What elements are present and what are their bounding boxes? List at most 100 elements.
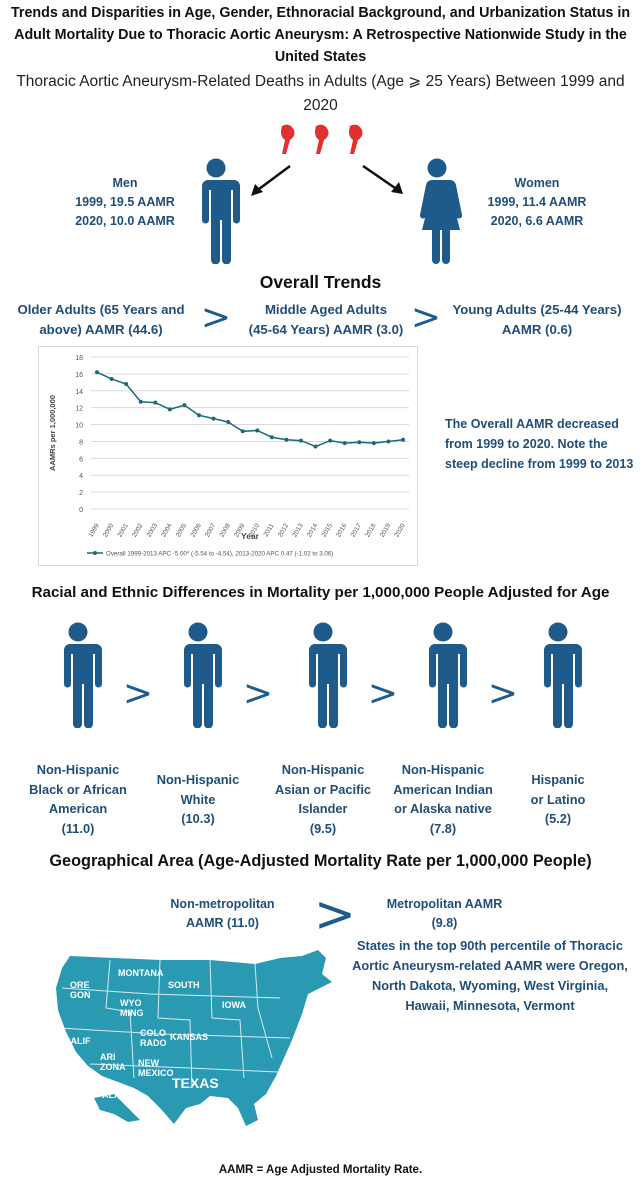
page-title: Trends and Disparities in Age, Gender, E… — [10, 5, 631, 65]
legend-label: Overall 1999-2013 APC -5.00* (-5.54 to -… — [106, 551, 333, 558]
data-point — [167, 407, 172, 412]
svg-text:KANSAS: KANSAS — [170, 1032, 208, 1042]
x-tick-label: 2003 — [146, 522, 159, 538]
man-icon — [198, 158, 240, 264]
race-group-label: Hispanic or Latino (5.2) — [530, 772, 586, 826]
data-point — [211, 416, 216, 421]
x-tick-label: 2011 — [263, 522, 276, 538]
greater-than-icon: > — [122, 673, 154, 714]
x-tick-label: 2000 — [102, 522, 115, 538]
x-tick-label: 2014 — [306, 522, 319, 538]
x-tick-label: 2002 — [131, 522, 144, 538]
race-heading: Racial and Ethnic Differences in Mortali… — [31, 584, 610, 601]
trend-note: The Overall AAMR decreased from 1999 to … — [445, 417, 634, 471]
data-point — [226, 420, 231, 425]
gender-arrows — [251, 164, 403, 196]
data-point — [401, 437, 405, 442]
svg-text:TEXAS: TEXAS — [172, 1075, 219, 1091]
y-axis-label: AAMRs per 1,000,000 — [48, 395, 57, 471]
metro-stat: Metropolitan AAMR (9.8) — [386, 897, 503, 930]
data-point — [328, 438, 333, 443]
x-tick-label: 2020 — [393, 522, 406, 538]
svg-text:RADO: RADO — [140, 1038, 167, 1048]
data-point — [299, 438, 303, 443]
greater-than-icon: > — [314, 885, 356, 943]
data-point — [124, 382, 129, 387]
y-tick-label: 16 — [75, 372, 83, 379]
x-tick-label: 2007 — [204, 522, 217, 538]
svg-text:ORE: ORE — [70, 980, 90, 990]
svg-text:ALASKA: ALASKA — [102, 1090, 140, 1100]
trend-chart: 0 2 4 6 8 10 12 14 16 18 1999 2000 2001 2002 2003 2004 2… — [38, 346, 418, 566]
svg-text:ZONA: ZONA — [100, 1062, 126, 1072]
woman-icon — [419, 158, 463, 264]
x-tick-label: 2016 — [335, 522, 348, 538]
x-tick-label: 2015 — [321, 522, 334, 538]
person-icon — [425, 622, 467, 728]
geo-heading: Geographical Area (Age-Adjusted Mortalit… — [49, 852, 592, 870]
y-tick-label: 10 — [75, 423, 83, 430]
series-line — [96, 371, 404, 448]
race-group-label: Non-Hispanic American Indian or Alaska nat… — [393, 762, 493, 836]
y-tick-label: 14 — [75, 389, 83, 396]
overall-trends-heading: Overall Trends — [259, 272, 382, 292]
svg-text:GON: GON — [70, 990, 91, 1000]
greater-than-icon: > — [410, 297, 442, 338]
data-point — [153, 400, 158, 405]
svg-text:MONTANA: MONTANA — [118, 968, 164, 978]
data-point — [269, 435, 274, 440]
race-group-label: Non-Hispanic White (10.3) — [156, 772, 240, 826]
svg-text:MING: MING — [120, 1008, 144, 1018]
men-stats: Men 1999, 19.5 AAMR 2020, 10.0 AAMR — [75, 176, 175, 228]
greater-than-icon: > — [242, 673, 274, 714]
y-tick-label: 2 — [79, 490, 83, 497]
footer-note: AAMR = Age Adjusted Mortality Rate. — [218, 1164, 423, 1176]
x-tick-label: 2013 — [291, 522, 304, 538]
aorta-icon — [315, 124, 329, 154]
legend-marker — [93, 551, 97, 555]
svg-text:WYO: WYO — [120, 998, 142, 1008]
svg-text:SOUTH: SOUTH — [168, 980, 200, 990]
arrowhead-left-icon — [251, 184, 263, 196]
data-point — [109, 376, 114, 381]
y-tick-label: 6 — [79, 456, 83, 463]
y-tick-label: 18 — [75, 355, 83, 362]
svg-text:ARI: ARI — [100, 1052, 116, 1062]
arrowhead-right-icon — [391, 182, 403, 194]
data-point — [182, 403, 187, 408]
y-tick-label: 12 — [75, 406, 83, 413]
svg-text:COLO: COLO — [140, 1028, 166, 1038]
data-point — [357, 440, 362, 445]
x-tick-label: 2018 — [364, 522, 377, 538]
y-tick-label: 4 — [79, 473, 83, 480]
x-tick-label: 2012 — [277, 522, 290, 538]
data-point — [313, 444, 318, 449]
svg-text:MEXICO: MEXICO — [138, 1068, 174, 1078]
x-tick-label: 2008 — [219, 522, 232, 538]
person-icon — [180, 622, 222, 728]
person-icon — [305, 622, 347, 728]
subtitle: Thoracic Aortic Aneurysm-Related Deaths … — [16, 73, 625, 114]
x-tick-label: 2005 — [175, 522, 188, 538]
x-tick-label: 2006 — [189, 522, 202, 538]
data-point — [386, 439, 391, 444]
arrow-left-icon — [254, 164, 291, 194]
x-axis-label: Year — [241, 531, 260, 541]
data-point — [342, 441, 347, 446]
older-adults-stat: Older Adults (65 Years and above) AAMR (… — [17, 302, 185, 337]
women-stats: Women 1999, 11.4 AAMR 2020, 6.6 AAMR — [487, 176, 587, 228]
data-point — [95, 370, 99, 375]
data-point — [138, 399, 143, 404]
aorta-icon — [281, 124, 295, 154]
data-point — [371, 441, 376, 446]
data-point — [284, 437, 289, 442]
y-tick-label: 0 — [79, 507, 83, 514]
nonmetro-stat: Non-metropolitan AAMR (11.0) — [170, 897, 275, 930]
aorta-icons — [281, 124, 363, 154]
person-icon — [540, 622, 582, 728]
aorta-icon — [349, 124, 363, 154]
greater-than-icon: > — [487, 673, 519, 714]
x-tick-label: 2001 — [117, 522, 130, 538]
middle-aged-stat: Middle Aged Adults (45-64 Years) AAMR (3… — [248, 302, 404, 337]
data-point — [255, 428, 260, 433]
